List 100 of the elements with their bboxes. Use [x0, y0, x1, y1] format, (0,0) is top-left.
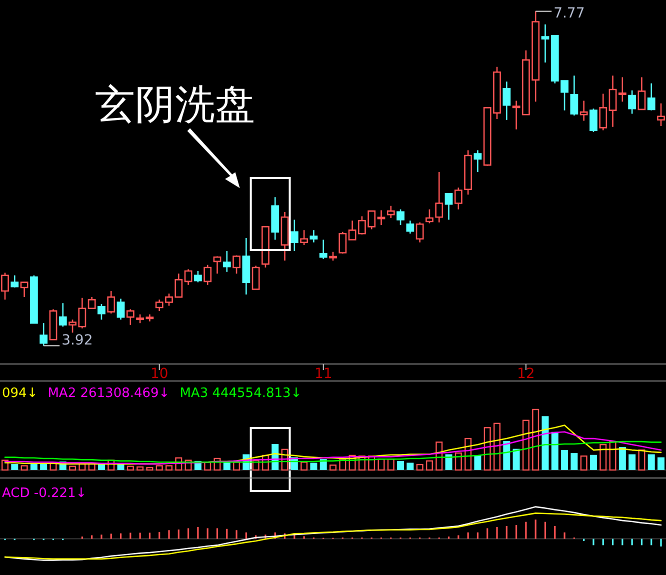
bar [98, 464, 105, 470]
bar [310, 462, 318, 470]
candlestick [386, 205, 395, 219]
candlestick [628, 90, 636, 114]
bar [368, 455, 376, 471]
bar [358, 455, 366, 471]
candlestick [252, 265, 260, 290]
bar [117, 464, 124, 470]
bar [184, 460, 192, 471]
candlestick [116, 298, 125, 320]
bar [136, 466, 144, 471]
bar [348, 454, 356, 471]
bar [561, 450, 568, 470]
candlestick [377, 210, 386, 226]
bar [69, 466, 76, 471]
bar [156, 465, 163, 471]
candlestick [290, 219, 298, 252]
candlestick [396, 208, 404, 226]
bar [146, 466, 154, 471]
bar [252, 460, 260, 471]
candlestick [338, 231, 347, 254]
annotation: 3.92 [62, 332, 93, 349]
bar [580, 455, 588, 471]
candlestick [58, 302, 67, 328]
candlestick [30, 274, 38, 324]
bar [503, 440, 510, 470]
bar [658, 457, 664, 470]
candlestick [40, 322, 48, 346]
candlestick [242, 237, 250, 296]
bar [281, 448, 288, 471]
bar [590, 454, 597, 470]
bar [426, 460, 433, 471]
candlestick [599, 93, 608, 131]
text: MA3 444554.813↓ [180, 386, 302, 401]
bar [600, 444, 607, 471]
bar [233, 462, 240, 471]
bar [454, 452, 462, 471]
candlestick [608, 74, 617, 128]
x-tick-label: 12 [517, 366, 535, 382]
candlestick [638, 76, 646, 110]
candlestick [474, 150, 482, 173]
candlestick [406, 220, 414, 234]
bar [406, 462, 414, 470]
bar [397, 460, 404, 470]
candlestick [146, 314, 154, 322]
candlestick [126, 308, 134, 326]
text: 094↓ [2, 386, 38, 401]
x-tick-label: 11 [314, 366, 332, 382]
bar [11, 464, 18, 470]
text: MA2 261308.469↓ [48, 386, 170, 401]
bar [638, 449, 646, 471]
candlestick [222, 250, 231, 273]
x-tick-label: 10 [150, 366, 168, 382]
candlestick [232, 254, 240, 274]
bar [416, 464, 424, 471]
bar [175, 457, 182, 471]
bar [474, 455, 482, 470]
candlestick [107, 290, 116, 314]
candlestick [647, 82, 656, 111]
candlestick [310, 230, 318, 243]
bar [542, 416, 549, 470]
bar [20, 465, 28, 471]
candlestick [88, 296, 96, 309]
bar [570, 453, 578, 470]
candlestick [416, 222, 424, 243]
candlestick [98, 303, 106, 320]
bar [330, 464, 336, 471]
candlestick [541, 24, 550, 64]
bar [436, 442, 443, 471]
bar [262, 454, 269, 471]
chart-title: ACD -0.221↓ [2, 486, 87, 501]
bar [609, 440, 616, 471]
candlestick [319, 239, 328, 260]
candlestick [580, 100, 588, 122]
candlestick [271, 196, 280, 240]
candlestick [300, 230, 308, 246]
candlestick [194, 270, 202, 283]
bar [166, 465, 172, 471]
bar [464, 438, 472, 471]
candlestick [1, 272, 9, 300]
bar [50, 462, 57, 471]
candlestick [184, 268, 192, 286]
candlestick [502, 81, 511, 121]
candlestick [49, 308, 58, 340]
bar [108, 460, 115, 471]
candlestick [10, 274, 19, 288]
candlestick [512, 100, 520, 130]
bar [30, 463, 38, 470]
bar [320, 459, 327, 470]
bar [2, 460, 8, 471]
candlestick [262, 226, 270, 268]
bar [532, 408, 540, 471]
bar [551, 432, 558, 470]
candlestick [329, 251, 337, 262]
bar [214, 458, 221, 471]
candlestick [618, 76, 626, 102]
bar [204, 462, 212, 471]
candlestick [590, 108, 598, 133]
candlestick [657, 102, 665, 127]
bar [339, 458, 346, 471]
